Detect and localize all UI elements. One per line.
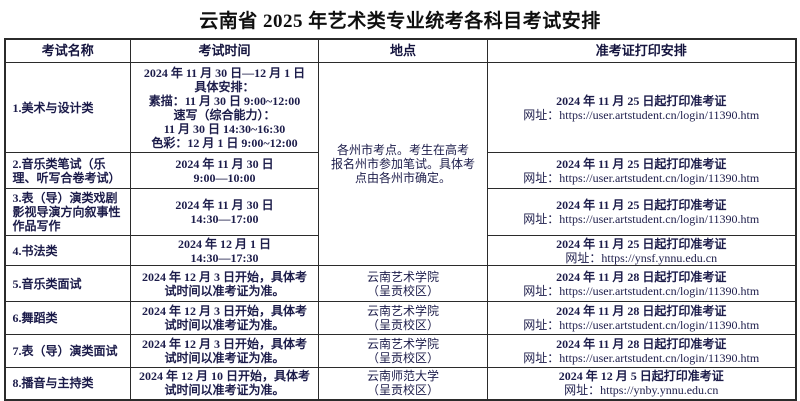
table-row: 5.音乐类面试 2024 年 12 月 3 日开始，具体考 试时间以准考证为准。云… [4, 265, 796, 302]
header-location: 地点 [318, 38, 488, 63]
table-row: 4.书法类 2024 年 12 月 1 日 14:30—17:30 2024 年 1… [4, 235, 796, 266]
location-cell: 云南艺术学院 （呈贡校区） [318, 265, 488, 302]
print-date-line: 2024 年 11 月 28 日起打印准考证 [556, 304, 727, 318]
ticket-print-cell: 2024 年 11 月 28 日起打印准考证 网址：https://user.ar… [487, 265, 796, 302]
exam-time-cell: 2024 年 12 月 1 日 14:30—17:30 [130, 235, 319, 266]
exam-name-cell: 2.音乐类笔试（乐理、听写合卷考试） [4, 152, 131, 189]
print-url-line: 网址：https://ynsf.ynnu.edu.cn [565, 250, 718, 265]
page-title: 云南省 2025 年艺术类专业统考各科目考试安排 [199, 11, 601, 32]
print-url-line: 网址：https://user.artstudent.cn/login/1139… [523, 212, 760, 226]
header-row: 考试名称 考试时间 地点 准考证打印安排 [4, 38, 796, 63]
exam-name-cell: 6.舞蹈类 [4, 301, 131, 335]
ticket-print-cell: 2024 年 11 月 25 日起打印准考证 网址：https://user.ar… [487, 152, 796, 189]
print-date-line: 2024 年 11 月 25 日起打印准考证 [556, 93, 727, 108]
exam-time-cell: 2024 年 12 月 3 日开始，具体考 试时间以准考证为准。 [130, 301, 319, 335]
table-row: 3.表（导）演类戏剧影视导演方向叙事性作品写作 2024 年 11 月 30 日 … [4, 188, 796, 236]
table-row: 1.美术与设计类 2024 年 11 月 30 日—12 月 1 日 具体安排： … [4, 62, 796, 266]
exam-name-cell: 8.播音与主持类 [4, 367, 131, 400]
print-date-line: 2024 年 11 月 25 日起打印准考证 [556, 236, 727, 251]
exam-time-cell: 2024 年 12 月 10 日开始，具体考 试时间以准考证为准。 [130, 367, 319, 400]
print-date-line: 2024 年 12 月 5 日起打印准考证 [558, 369, 724, 384]
location-cell: 云南艺术学院 （呈贡校区） [318, 334, 488, 368]
table-row: 7.表（导）演类面试 2024 年 12 月 3 日开始，具体考 试时间以准考证为… [4, 334, 796, 368]
table-row: 8.播音与主持类 2024 年 12 月 10 日开始，具体考 试时间以准考证为准… [4, 367, 796, 400]
exam-time-cell: 2024 年 12 月 3 日开始，具体考 试时间以准考证为准。 [130, 334, 319, 368]
exam-time-cell: 2024 年 11 月 30 日—12 月 1 日 具体安排： 素描：11 月 … [130, 62, 319, 153]
ticket-print-cell: 2024 年 11 月 28 日起打印准考证 网址：https://user.ar… [487, 301, 796, 335]
table-row: 2.音乐类笔试（乐理、听写合卷考试） 2024 年 11 月 30 日 9:00—… [4, 152, 796, 189]
print-date-line: 2024 年 11 月 25 日起打印准考证 [556, 156, 727, 171]
ticket-print-cell: 2024 年 11 月 25 日起打印准考证 网址：https://user.ar… [487, 62, 796, 153]
ticket-print-cell: 2024 年 11 月 25 日起打印准考证 网址：https://ynsf.yn… [487, 235, 796, 266]
header-exam-name: 考试名称 [4, 38, 131, 63]
ticket-print-cell: 2024 年 11 月 25 日起打印准考证 网址：https://user.ar… [487, 188, 796, 236]
print-url-line: 网址：https://user.artstudent.cn/login/1139… [523, 107, 760, 122]
print-date-line: 2024 年 11 月 25 日起打印准考证 [556, 198, 727, 212]
location-cell: 云南艺术学院 （呈贡校区） [318, 301, 488, 335]
exam-name-cell: 1.美术与设计类 [4, 62, 131, 153]
exam-schedule-table: 考试名称 考试时间 地点 准考证打印安排 1.美术与设计类 2024 年 11 月… [3, 38, 797, 401]
ticket-print-cell: 2024 年 12 月 5 日起打印准考证 网址：https://ynby.ynn… [487, 367, 796, 400]
exam-name-cell: 5.音乐类面试 [4, 265, 131, 302]
print-date-line: 2024 年 11 月 28 日起打印准考证 [556, 269, 727, 284]
print-date-line: 2024 年 11 月 28 日起打印准考证 [556, 337, 727, 351]
exam-table-body: 1.美术与设计类 2024 年 11 月 30 日—12 月 1 日 具体安排： … [4, 62, 796, 400]
exam-name-cell: 7.表（导）演类面试 [4, 334, 131, 368]
print-url-line: 网址：https://ynby.ynnu.edu.cn [564, 383, 719, 398]
table-row: 6.舞蹈类 2024 年 12 月 3 日开始，具体考 试时间以准考证为准。 云南艺… [4, 301, 796, 335]
print-url-line: 网址：https://user.artstudent.cn/login/1139… [523, 283, 760, 298]
location-cell: 云南师范大学 （呈贡校区） [318, 367, 488, 400]
header-ticket-print: 准考证打印安排 [487, 38, 796, 63]
print-url-line: 网址：https://user.artstudent.cn/login/1139… [523, 351, 760, 365]
exam-name-cell: 3.表（导）演类戏剧影视导演方向叙事性作品写作 [4, 188, 131, 236]
ticket-print-cell: 2024 年 11 月 28 日起打印准考证 网址：https://user.ar… [487, 334, 796, 368]
exam-time-cell: 2024 年 12 月 3 日开始，具体考 试时间以准考证为准。 [130, 265, 319, 302]
exam-name-cell: 4.书法类 [4, 235, 131, 266]
location-cell: 各州市考点。考生在高考 报名州市参加笔试。具体考 点由各州市确定。 [318, 62, 488, 266]
print-url-line: 网址：https://user.artstudent.cn/login/1139… [523, 170, 760, 185]
header-exam-time: 考试时间 [130, 38, 319, 63]
exam-time-cell: 2024 年 11 月 30 日 9:00—10:00 [130, 152, 319, 189]
print-url-line: 网址：https://user.artstudent.cn/login/1139… [523, 318, 760, 332]
exam-time-cell: 2024 年 11 月 30 日 14:30—17:00 [130, 188, 319, 236]
